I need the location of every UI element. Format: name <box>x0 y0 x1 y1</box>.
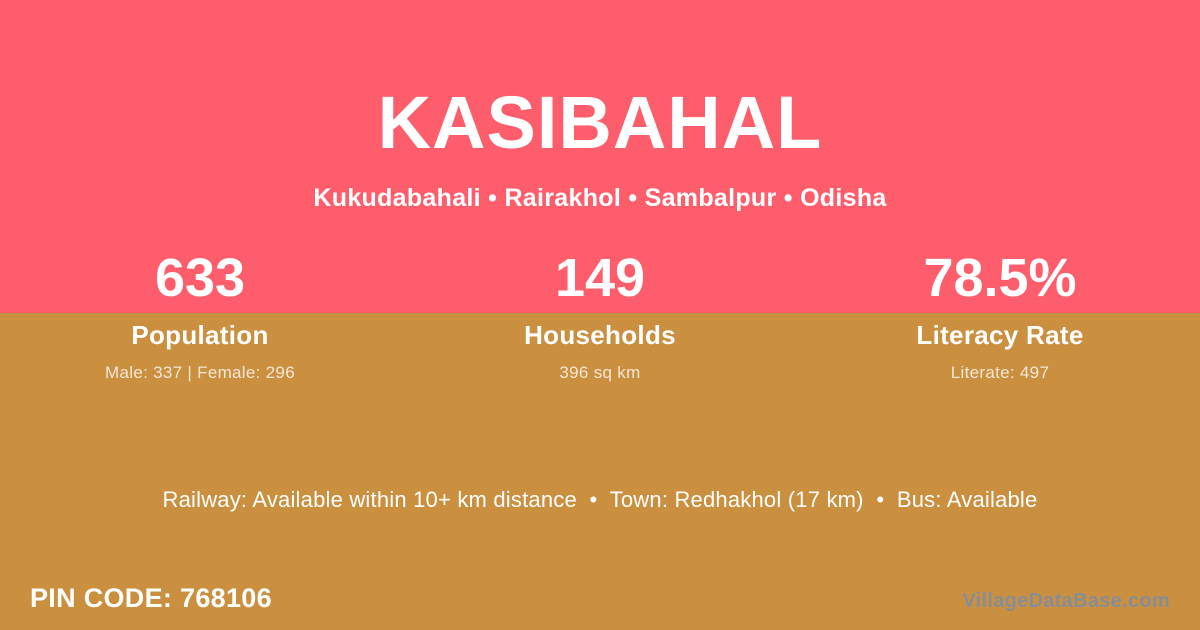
footer-row: PIN CODE: 768106 VillageDataBase.com <box>30 583 1170 614</box>
pin-code: PIN CODE: 768106 <box>30 583 272 613</box>
watermark: VillageDataBase.com <box>962 590 1170 612</box>
literacy-label: Literacy Rate <box>916 320 1084 350</box>
stat-literacy: 78.5% Literacy Rate Literate: 497 <box>800 243 1200 383</box>
population-label: Population <box>131 320 269 350</box>
households-label: Households <box>524 320 676 350</box>
bottom-gold-band <box>0 313 1200 630</box>
households-value: 149 <box>554 248 646 308</box>
breadcrumb-locations: Kukudabahali • Rairakhol • Sambalpur • O… <box>313 184 887 212</box>
stats-row: 633 Population Male: 337 | Female: 296 1… <box>0 243 1200 383</box>
households-detail: 396 sq km <box>559 363 641 382</box>
page-title: KASIBAHAL <box>377 81 823 164</box>
population-detail: Male: 337 | Female: 296 <box>105 363 295 382</box>
literacy-value: 78.5% <box>923 248 1077 308</box>
top-pink-band <box>0 0 1200 313</box>
transport-info-line: Railway: Available within 10+ km distanc… <box>162 487 1038 512</box>
literacy-detail: Literate: 497 <box>950 363 1050 382</box>
stat-population: 633 Population Male: 337 | Female: 296 <box>0 243 400 383</box>
population-value: 633 <box>154 248 246 308</box>
stat-households: 149 Households 396 sq km <box>400 243 800 383</box>
